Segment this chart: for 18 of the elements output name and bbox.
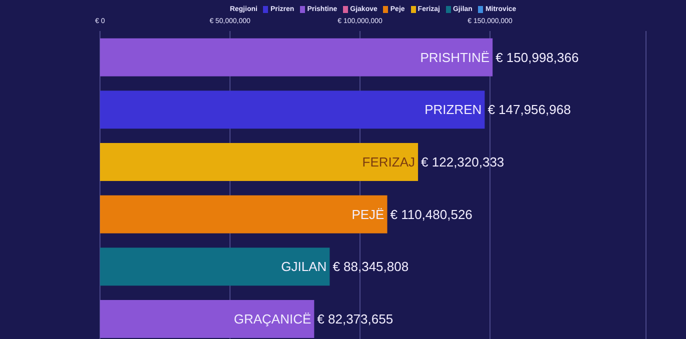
data-label: € 150,998,366 [496, 50, 579, 65]
y-tick-label: PEJË [352, 206, 385, 222]
bar [100, 300, 314, 338]
bar [100, 38, 493, 76]
y-tick-label: GRAÇANICË [234, 311, 312, 326]
y-tick-label: FERIZAJ [362, 154, 416, 170]
bar [100, 90, 485, 129]
bar [100, 195, 388, 234]
y-tick-label: PRISHTINË [420, 50, 490, 65]
data-label: € 88,345,808 [332, 259, 409, 274]
data-label: € 147,956,968 [488, 102, 571, 118]
data-label: € 122,320,333 [421, 154, 504, 170]
data-label: € 110,480,526 [390, 206, 472, 222]
y-tick-label: PRIZREN [424, 102, 482, 118]
y-tick-label: GJILAN [281, 259, 327, 274]
bar [100, 142, 418, 181]
data-label: € 82,373,655 [317, 311, 394, 326]
bar [100, 248, 330, 286]
